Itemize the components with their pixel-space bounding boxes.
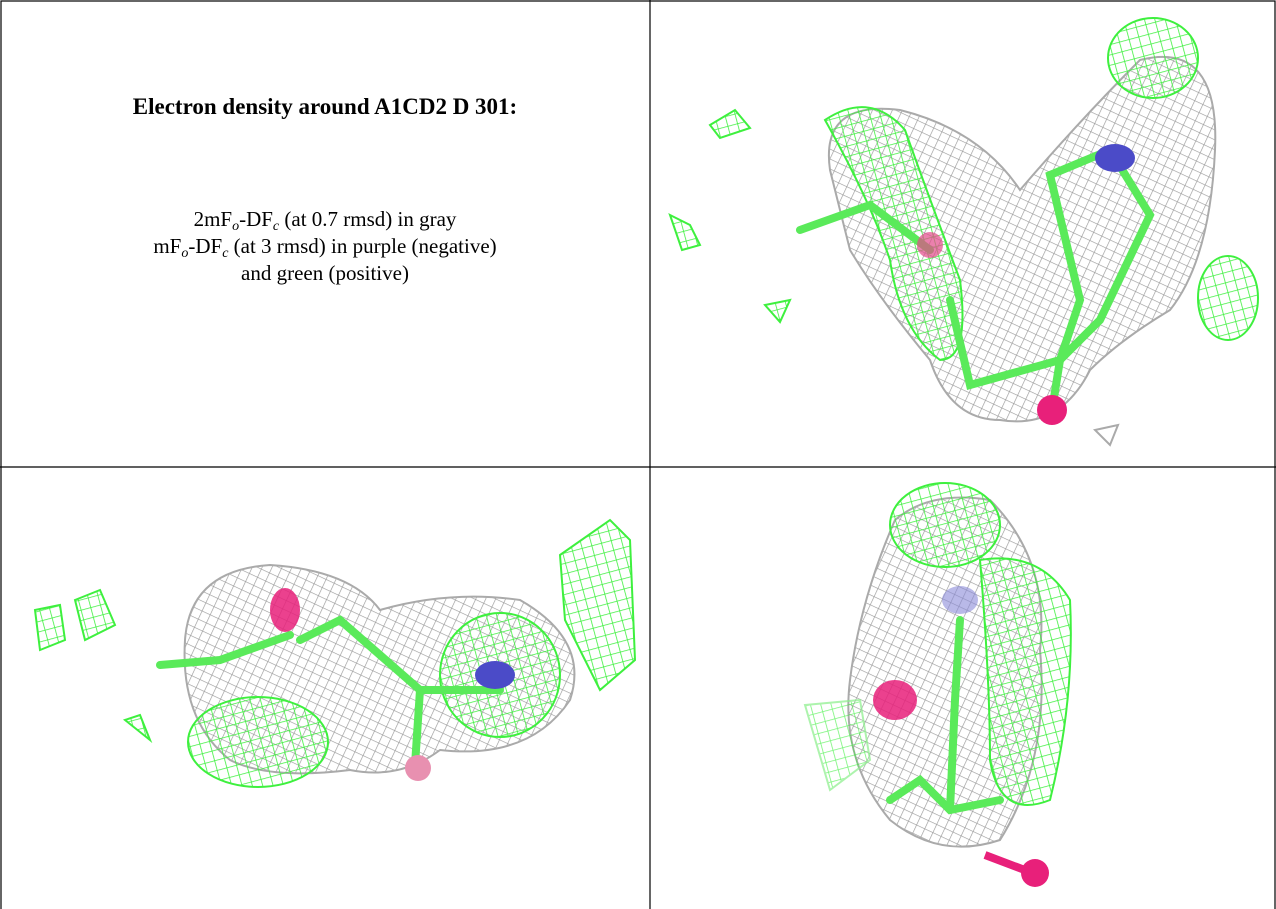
subscript: c xyxy=(222,246,229,261)
legend-text: 2mFo-DFc (at 0.7 rmsd) in gray mFo-DFc (a… xyxy=(0,206,650,287)
legend-run: mF xyxy=(153,234,182,258)
density-view-bottom-right xyxy=(803,482,1072,887)
legend-run: -DF xyxy=(239,207,273,231)
panel-title: Electron density around A1CD2 D 301: xyxy=(132,94,518,119)
legend-line: mFo-DFc (at 3 rmsd) in purple (negative) xyxy=(0,233,650,261)
legend-run: and green (positive) xyxy=(241,261,409,285)
subscript: o xyxy=(181,246,189,261)
legend-line: 2mFo-DFc (at 0.7 rmsd) in gray xyxy=(0,206,650,234)
legend-run: 2mF xyxy=(193,207,233,231)
legend-run: (at 0.7 rmsd) in gray xyxy=(279,207,457,231)
density-view-bottom-left xyxy=(33,518,637,788)
legend-run: -DF xyxy=(188,234,223,258)
subscript: c xyxy=(272,219,280,234)
legend-run: (at 3 rmsd) in purple (negative) xyxy=(228,234,497,258)
density-view-top xyxy=(668,17,1259,447)
subscript: o xyxy=(232,219,240,234)
legend-line: and green (positive) xyxy=(0,260,650,287)
